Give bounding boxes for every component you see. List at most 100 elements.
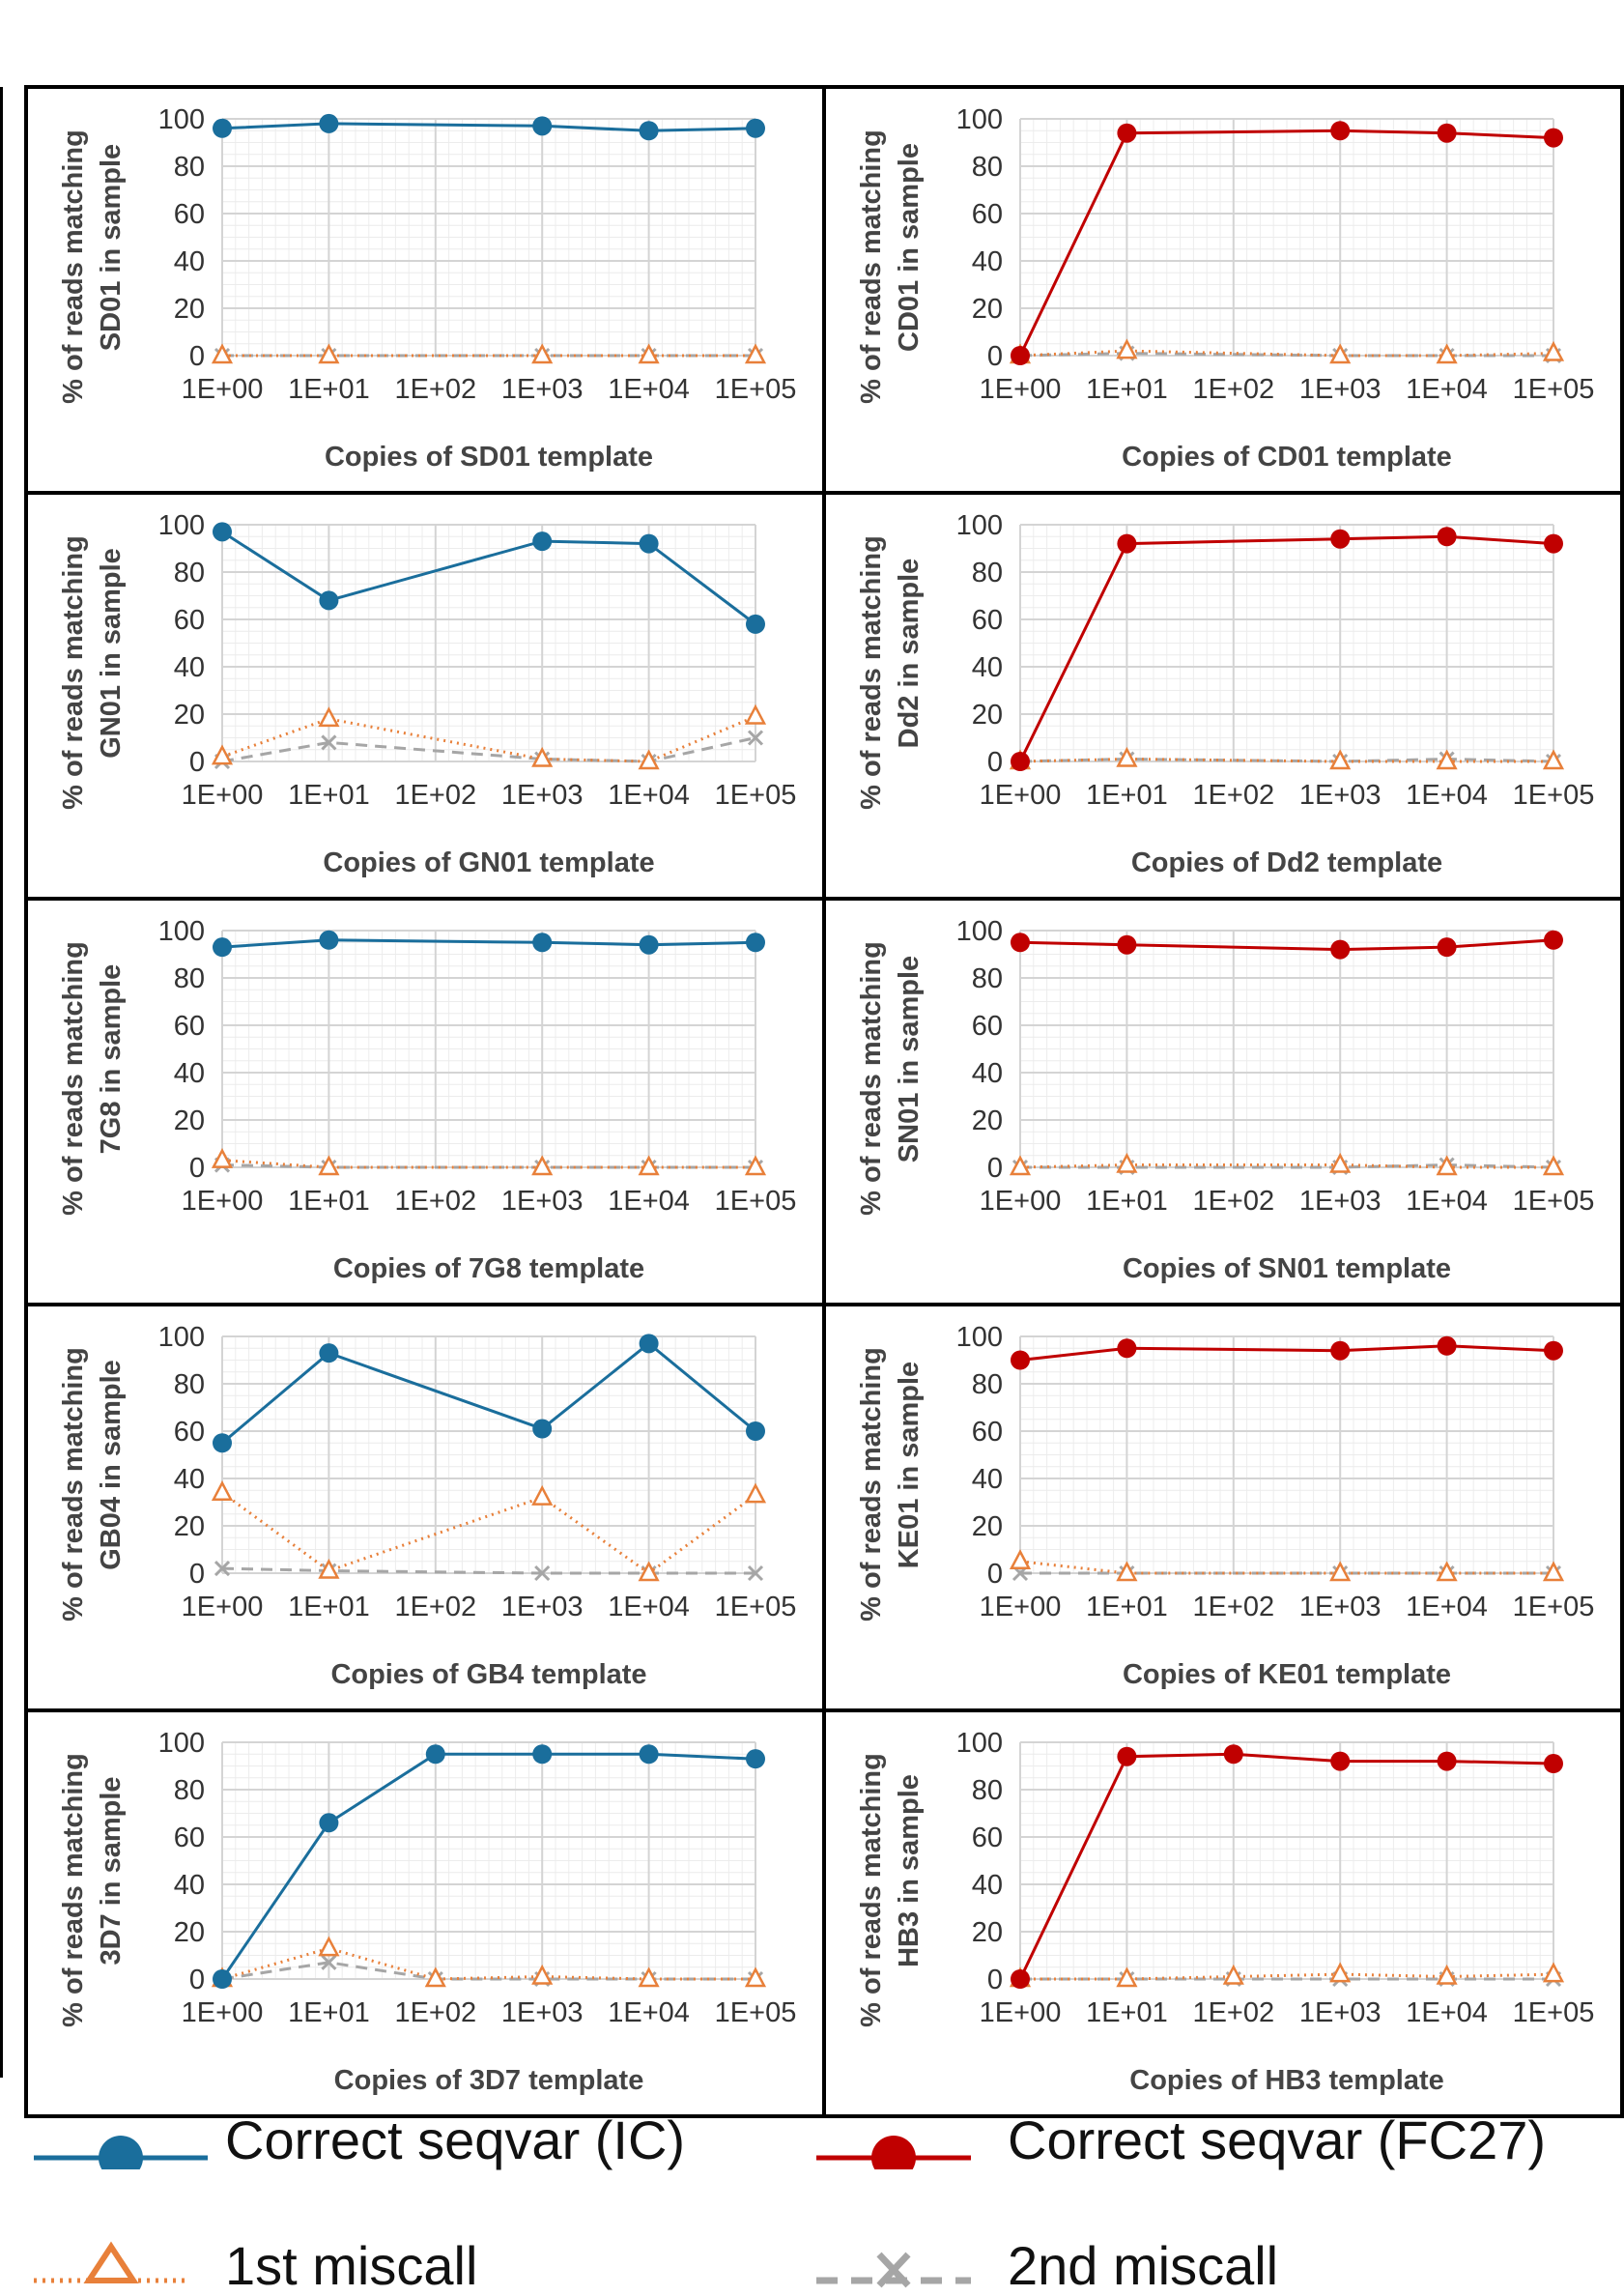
point-correct (1437, 123, 1457, 143)
y-tick-label: 60 (972, 1417, 1003, 1448)
y-axis-label-line2: SN01 in sample (894, 956, 925, 1162)
y-axis-label-line2: SD01 in sample (96, 144, 127, 351)
point-correct (319, 113, 339, 133)
x-tick-label: 1E+05 (1513, 1186, 1595, 1217)
panel-frame (24, 897, 826, 1306)
y-tick-label: 40 (972, 652, 1003, 683)
point-correct (1330, 1751, 1351, 1771)
panel-gn01: 0 20 40 60 80 100 1E+00 1E+01 1E+02 1E+03 1E+04 1E+… (24, 491, 826, 901)
point-miscall1 (1542, 340, 1565, 361)
x-tick-label: 1E+00 (980, 1997, 1062, 2028)
x-tick-label: 1E+05 (715, 1997, 797, 2028)
x-tick-label: 1E+04 (1406, 374, 1488, 405)
point-correct (213, 522, 232, 542)
point-correct (639, 934, 659, 955)
x-axis-label: Copies of Dd2 template (1131, 847, 1442, 878)
y-tick-label: 20 (174, 1917, 205, 1948)
point-miscall1 (744, 1155, 767, 1176)
point-miscall1 (1542, 1155, 1565, 1176)
panel-frame (24, 491, 826, 901)
legend: Correct seqvar (IC) Correct seqvar (FC27… (0, 2109, 1624, 2295)
y-tick-label: 20 (174, 294, 205, 325)
point-miscall1 (1542, 1561, 1565, 1582)
x-tick-label: 1E+02 (394, 780, 476, 811)
y-tick-label: 80 (174, 1775, 205, 1806)
y-axis-label-line2: 3D7 in sample (96, 1776, 127, 1965)
panel-frame (822, 1708, 1624, 2118)
y-axis-label-line2: GN01 in sample (96, 548, 127, 759)
panel-frame (822, 491, 1624, 901)
y-axis-label-line2: HB3 in sample (894, 1774, 925, 1967)
series-line-miscall1 (221, 715, 756, 763)
point-correct (1544, 1340, 1563, 1361)
point-miscall1 (1436, 1155, 1458, 1176)
x-tick-label: 1E+05 (1513, 374, 1595, 405)
point-miscall1 (424, 1966, 446, 1988)
legend-item-fc27: Correct seqvar (FC27) (812, 2111, 1584, 2169)
point-miscall1 (1542, 749, 1565, 770)
point-miscall2 (214, 1561, 231, 1577)
point-correct (1117, 1746, 1137, 1766)
legend-label-ic: Correct seqvar (IC) (225, 2109, 686, 2170)
x-axis-label: Copies of GB4 template (330, 1659, 646, 1690)
point-correct (1544, 533, 1563, 554)
y-tick-label: 0 (987, 341, 1003, 372)
y-tick-label: 20 (972, 1105, 1003, 1136)
point-miscall1 (318, 1558, 340, 1579)
point-miscall2 (321, 734, 337, 751)
x-axis-label: Copies of CD01 template (1122, 442, 1452, 473)
panel-frame (822, 85, 1624, 495)
point-correct (746, 1421, 765, 1441)
y-axis-label-line1: % of reads matching (58, 1753, 89, 2027)
point-correct (1544, 128, 1563, 148)
panel-frame (24, 85, 826, 495)
legend-marker-miscall1 (34, 2241, 188, 2283)
panel-frame (24, 1303, 826, 1712)
y-tick-label: 60 (174, 199, 205, 230)
x-tick-label: 1E+01 (288, 1186, 370, 1217)
y-axis-label-line1: % of reads matching (856, 1753, 887, 2027)
y-axis-label-line2: Dd2 in sample (894, 559, 925, 749)
point-miscall1 (638, 1155, 660, 1176)
y-axis-label-line2: GB04 in sample (96, 1360, 127, 1570)
y-tick-label: 20 (972, 294, 1003, 325)
point-correct (213, 118, 232, 138)
point-correct (319, 590, 339, 611)
x-axis-label: Copies of KE01 template (1123, 1659, 1451, 1690)
x-axis-label: Copies of SN01 template (1123, 1253, 1451, 1284)
y-tick-label: 100 (158, 104, 205, 135)
y-tick-label: 0 (987, 1153, 1003, 1184)
point-correct (1437, 1751, 1457, 1771)
x-tick-label: 1E+01 (1086, 1997, 1168, 2028)
x-tick-label: 1E+02 (1192, 374, 1274, 405)
x-tick-label: 1E+04 (608, 374, 690, 405)
y-tick-label: 80 (174, 558, 205, 588)
y-axis-label-line1: % of reads matching (856, 129, 887, 404)
x-tick-label: 1E+01 (288, 1997, 370, 2028)
y-tick-label: 80 (174, 1369, 205, 1400)
y-tick-label: 100 (956, 104, 1003, 135)
x-tick-label: 1E+03 (1299, 1186, 1382, 1217)
left-edge-rule (0, 87, 3, 2078)
x-tick-label: 1E+00 (182, 374, 264, 405)
point-correct (1437, 527, 1457, 547)
point-miscall1 (318, 1936, 340, 1957)
point-miscall1 (318, 1155, 340, 1176)
y-axis-label-line1: % of reads matching (58, 1347, 89, 1622)
y-tick-label: 100 (158, 1728, 205, 1759)
x-tick-label: 1E+05 (715, 1592, 797, 1622)
point-correct (746, 1749, 765, 1769)
point-correct (1011, 752, 1030, 771)
panel-cd01: 0 20 40 60 80 100 1E+00 1E+01 1E+02 1E+03 1E+04 1E+… (822, 85, 1624, 495)
x-tick-label: 1E+00 (980, 1186, 1062, 1217)
x-tick-label: 1E+00 (980, 1592, 1062, 1622)
x-axis-label: Copies of HB3 template (1129, 2065, 1444, 2096)
point-miscall1 (744, 1482, 767, 1504)
x-tick-label: 1E+01 (288, 780, 370, 811)
x-tick-label: 1E+01 (1086, 374, 1168, 405)
point-correct (213, 1433, 232, 1453)
legend-item-miscall1: 1st miscall (29, 2237, 783, 2295)
point-correct (1330, 1340, 1351, 1361)
y-axis-label-line1: % of reads matching (58, 941, 89, 1216)
point-correct (639, 533, 659, 554)
